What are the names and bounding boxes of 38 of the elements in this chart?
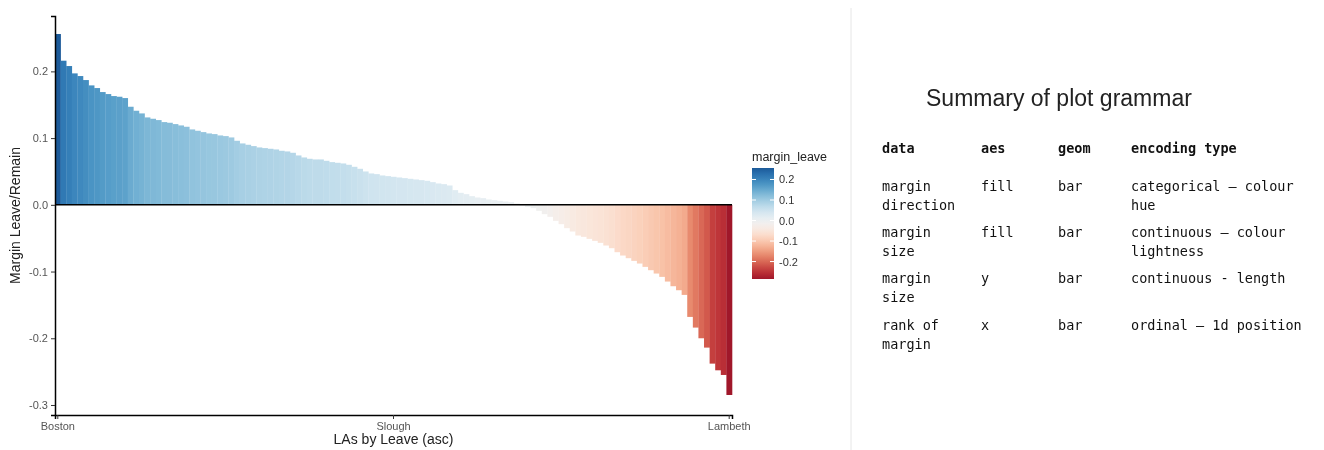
text: bar <box>1058 317 1083 333</box>
x-tick-label: Slough <box>376 419 411 432</box>
y-tick-label: -0.1 <box>29 265 48 278</box>
text: y <box>981 270 990 286</box>
text: bar <box>1058 178 1083 194</box>
text: Summary of plot grammar <box>926 85 1193 111</box>
text: fill <box>981 178 1014 194</box>
color-bar-label: -0.2 <box>779 255 798 268</box>
text: continuous - length <box>1131 270 1286 286</box>
text: fill <box>981 224 1014 240</box>
y-axis-title: Margin Leave/Remain <box>7 147 23 284</box>
y-tick-label: 0.0 <box>32 198 48 211</box>
text: bar <box>1058 224 1083 240</box>
color-bar-label: 0.1 <box>779 194 795 207</box>
text: continuous – colour lightness <box>1131 224 1286 259</box>
color-bar-label: 0.2 <box>779 173 795 186</box>
color-bar-label: -0.1 <box>779 235 798 248</box>
category-label: encoding type <box>1131 140 1237 156</box>
y-tick-label: 0.1 <box>32 132 48 145</box>
category-label: aes <box>981 140 1006 156</box>
color-bar-title: margin_leave <box>752 150 828 164</box>
x-tick-label: Lambeth <box>707 419 751 432</box>
text: x <box>981 317 990 333</box>
text: margin size <box>882 224 931 259</box>
text: categorical – colour hue <box>1131 178 1294 213</box>
text: ordinal – 1d position <box>1131 317 1302 333</box>
y-tick-label: 0.2 <box>32 65 48 78</box>
color-bar-label: 0.0 <box>779 214 795 227</box>
text: margin size <box>882 270 931 305</box>
y-tick-label: -0.2 <box>29 332 48 345</box>
y-tick-label: -0.3 <box>29 399 48 412</box>
text: bar <box>1058 270 1083 286</box>
category-label: geom <box>1058 140 1091 156</box>
text: margin direction <box>882 178 956 213</box>
category-label: data <box>882 140 915 156</box>
x-tick-label: Boston <box>40 419 75 432</box>
text: rank of margin <box>882 317 939 352</box>
x-axis-title: LAs by Leave (asc) <box>333 431 454 447</box>
